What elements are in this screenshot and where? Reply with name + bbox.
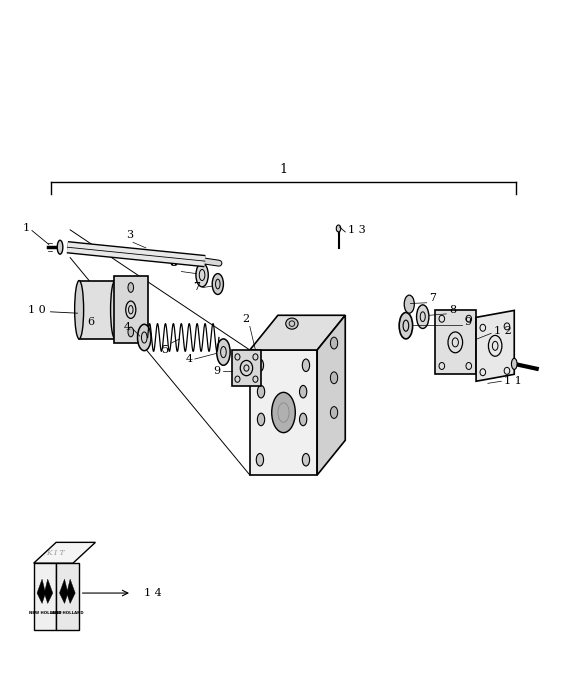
Polygon shape bbox=[250, 350, 317, 475]
Polygon shape bbox=[250, 315, 345, 350]
Text: 5: 5 bbox=[162, 345, 169, 355]
Ellipse shape bbox=[212, 274, 223, 295]
Text: NEW HOLLAND: NEW HOLLAND bbox=[28, 610, 61, 615]
Ellipse shape bbox=[331, 407, 338, 419]
Ellipse shape bbox=[128, 283, 134, 293]
Ellipse shape bbox=[399, 312, 413, 339]
Text: 8: 8 bbox=[449, 304, 456, 315]
Ellipse shape bbox=[511, 358, 517, 370]
Ellipse shape bbox=[111, 281, 120, 339]
Ellipse shape bbox=[57, 240, 63, 254]
Text: 1 0: 1 0 bbox=[28, 305, 45, 316]
Polygon shape bbox=[232, 350, 261, 386]
Polygon shape bbox=[37, 579, 45, 603]
Ellipse shape bbox=[336, 225, 341, 232]
Polygon shape bbox=[79, 281, 115, 339]
Ellipse shape bbox=[256, 454, 264, 466]
Ellipse shape bbox=[286, 318, 298, 329]
Ellipse shape bbox=[404, 295, 414, 313]
Text: 4: 4 bbox=[124, 322, 131, 332]
Ellipse shape bbox=[217, 339, 230, 365]
Ellipse shape bbox=[299, 413, 307, 426]
Text: 7: 7 bbox=[429, 293, 437, 303]
Polygon shape bbox=[33, 564, 56, 630]
Polygon shape bbox=[33, 542, 95, 564]
Ellipse shape bbox=[331, 337, 338, 349]
Text: 3: 3 bbox=[126, 230, 133, 240]
Text: K I T: K I T bbox=[46, 549, 64, 557]
Polygon shape bbox=[435, 310, 476, 375]
Ellipse shape bbox=[299, 386, 307, 398]
Text: 1: 1 bbox=[23, 223, 30, 233]
Polygon shape bbox=[317, 315, 345, 475]
Polygon shape bbox=[56, 564, 79, 630]
Ellipse shape bbox=[272, 393, 295, 433]
Ellipse shape bbox=[256, 359, 264, 372]
Text: 1 4: 1 4 bbox=[144, 588, 162, 598]
Polygon shape bbox=[67, 579, 75, 603]
Text: 1 2: 1 2 bbox=[494, 326, 512, 335]
Text: 9: 9 bbox=[214, 366, 221, 376]
Ellipse shape bbox=[75, 281, 83, 339]
Text: 7: 7 bbox=[193, 283, 200, 293]
Ellipse shape bbox=[417, 305, 429, 328]
Ellipse shape bbox=[128, 327, 134, 337]
Text: 1: 1 bbox=[280, 163, 287, 176]
Text: 1 3: 1 3 bbox=[348, 225, 365, 235]
Ellipse shape bbox=[302, 454, 310, 466]
Ellipse shape bbox=[138, 324, 151, 351]
Polygon shape bbox=[114, 276, 147, 343]
Text: 8: 8 bbox=[171, 258, 177, 268]
Text: 8: 8 bbox=[170, 258, 176, 268]
Text: 2: 2 bbox=[242, 314, 249, 323]
Text: 4: 4 bbox=[185, 354, 193, 364]
Text: 9: 9 bbox=[464, 317, 471, 327]
Ellipse shape bbox=[257, 386, 265, 398]
Ellipse shape bbox=[196, 263, 208, 287]
Polygon shape bbox=[60, 579, 68, 603]
Text: 6: 6 bbox=[87, 317, 94, 327]
Text: NEW HOLLAND: NEW HOLLAND bbox=[51, 610, 84, 615]
Polygon shape bbox=[44, 579, 53, 603]
Ellipse shape bbox=[257, 413, 265, 426]
Text: 1 1: 1 1 bbox=[503, 376, 521, 386]
Polygon shape bbox=[476, 310, 514, 382]
Ellipse shape bbox=[331, 372, 338, 384]
Ellipse shape bbox=[302, 359, 310, 372]
